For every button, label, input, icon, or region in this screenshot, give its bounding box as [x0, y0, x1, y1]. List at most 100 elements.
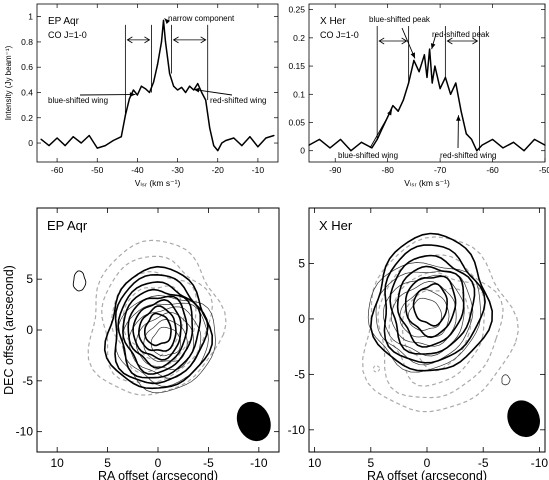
x-tick-label: -60 [51, 165, 64, 175]
x-axis-label: Vₗₛᵣ (km s⁻¹) [135, 178, 181, 188]
contour-thick [132, 298, 182, 361]
arrow-head [144, 36, 151, 44]
spectrum-point [209, 127, 211, 129]
plot-frame [308, 3, 546, 163]
map-label: EP Aqr [47, 218, 88, 233]
x-tick-label: 10 [50, 456, 64, 470]
spectrum-point [221, 142, 223, 144]
contour-thin [375, 270, 474, 366]
arrow-head [446, 37, 453, 45]
y-axis-label: DEC offset (arcsecond) [2, 265, 16, 395]
arrow-head [387, 109, 392, 116]
arrow-head [456, 115, 461, 121]
plot-frame [36, 3, 279, 163]
annotation-red-peak: red-shifted peak [432, 30, 490, 39]
x-tick-label: 0 [424, 456, 431, 470]
annotation-narrow-component: narrow component [168, 14, 235, 23]
spectrum-ep-aqr: -60 -50 -40 -30 -20 -10 0 0.2 0.4 0.6 0.8 1 EP Aqr CO… [4, 3, 279, 188]
spectrum-point [523, 150, 525, 152]
arrow-head [401, 37, 408, 45]
spectrum-point [185, 91, 187, 94]
annotation-arrow [193, 88, 233, 96]
contour-thick [103, 265, 214, 390]
y-tick-label: 0.8 [21, 37, 33, 47]
beam-ellipse [236, 401, 271, 442]
spectrum-point [371, 147, 373, 149]
spectrum-point [392, 104, 394, 107]
y-tick-label: 0.15 [288, 61, 305, 71]
spectrum-point [350, 150, 352, 152]
annotation-blue-peak: blue-shifted peak [369, 15, 431, 24]
arrow-head [378, 37, 385, 45]
contour-dashed [122, 285, 185, 360]
contour-thin [115, 295, 216, 394]
spectrum-point [439, 88, 441, 90]
y-tick-label: -5 [294, 367, 305, 381]
x-tick-label: 5 [367, 456, 374, 470]
y-tick-label: 0 [26, 323, 33, 337]
contour-thick [383, 244, 486, 364]
contour-thick [117, 281, 202, 379]
arrow-head [126, 36, 133, 44]
spectrum-point [381, 127, 384, 129]
y-tick-label: -5 [22, 374, 33, 388]
panel-title: EP Aqr [48, 16, 80, 27]
y-tick-label: 0.4 [21, 87, 33, 97]
spectrum-point [152, 81, 155, 83]
spectrum-point [426, 76, 428, 78]
spectrum-point [308, 144, 310, 146]
spectrum-point [213, 144, 215, 147]
spectrum-point [140, 85, 143, 87]
contour-thick [127, 295, 188, 369]
contour-isolated [372, 365, 380, 373]
spectrum-point [502, 147, 504, 149]
contour-isolated [72, 270, 87, 292]
x-tick-label: -5 [478, 456, 489, 470]
y-tick-label: 5 [26, 272, 33, 286]
contour-isolated [501, 374, 511, 386]
y-tick-label: 0 [28, 138, 33, 148]
x-tick-label: -50 [539, 165, 549, 175]
x-axis-label: RA offset (arcsecond) [367, 469, 487, 480]
x-tick-label: -10 [531, 456, 549, 470]
contour-thick [369, 232, 494, 372]
spectrum-point [189, 85, 191, 87]
spectrum-point [465, 133, 467, 135]
spectrum-point [533, 138, 536, 141]
x-tick-label: -30 [171, 165, 184, 175]
x-tick-label: 0 [155, 456, 162, 470]
arrow-head [193, 87, 200, 93]
y-tick-label: 1 [28, 12, 33, 22]
y-tick-label: 0.05 [288, 118, 305, 128]
spectrum-point [434, 65, 436, 67]
spectrum-line [40, 19, 275, 152]
spectrum-point [128, 98, 130, 100]
spectrum-point [273, 134, 275, 137]
spectrum-x-her: -90 -80 -70 -60 -50 0 0.05 0.1 0.15 0.2 0.25 X Her C… [288, 3, 549, 188]
y-tick-label: 0.6 [21, 62, 33, 72]
spectrum-point [265, 137, 267, 139]
spectrum-point [201, 91, 203, 94]
map-frame [308, 207, 546, 453]
arrow-head [129, 92, 136, 97]
annotation-arrow [369, 109, 393, 149]
spectrum-point [217, 150, 219, 152]
panel-subtitle: CO J=1-0 [48, 30, 87, 40]
spectrum-point [164, 41, 167, 43]
arrow-head [472, 37, 479, 45]
y-tick-label: 5 [298, 256, 305, 270]
spectrum-point [455, 82, 457, 84]
contour-thin [135, 312, 194, 371]
annotation-blue-wing: blue-shifted wing [338, 151, 398, 160]
annotation-red-wing: red-shifted wing [440, 151, 496, 160]
y-axis-label: Intensity (Jy beam⁻¹) [4, 45, 13, 120]
spectrum-point [40, 138, 42, 140]
y-tick-label: 0.1 [293, 89, 305, 99]
contour-dashed [377, 254, 504, 399]
x-tick-label: -10 [250, 456, 268, 470]
x-axis-label: Vₗₛᵣ (km s⁻¹) [404, 178, 450, 188]
spectrum-point [431, 82, 433, 84]
y-tick-label: 0.25 [288, 5, 305, 15]
x-tick-label: -10 [252, 165, 265, 175]
spectrum-line [308, 48, 546, 152]
